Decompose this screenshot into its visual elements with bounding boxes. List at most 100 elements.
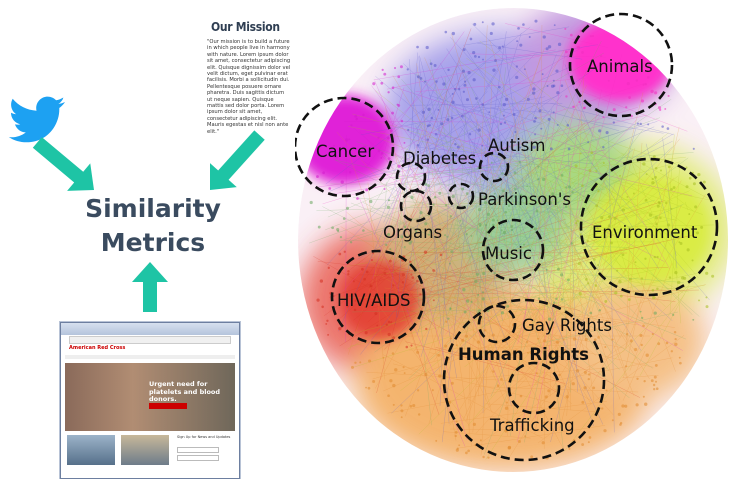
network-edge	[392, 86, 630, 165]
network-edge	[613, 181, 703, 215]
network-node	[711, 274, 715, 278]
network-node	[581, 400, 585, 404]
network-edge	[583, 274, 622, 309]
network-node	[653, 255, 657, 259]
network-edge	[436, 218, 457, 296]
network-edge	[528, 262, 689, 293]
similarity-metrics-title: Similarity Metrics	[85, 194, 221, 257]
network-edge	[409, 247, 440, 278]
network-node	[424, 222, 428, 226]
network-edge	[429, 59, 480, 308]
network-node	[361, 267, 364, 271]
network-node	[329, 150, 334, 154]
network-node	[685, 185, 689, 189]
network-edge	[420, 122, 603, 205]
network-node	[596, 227, 599, 230]
network-node	[387, 91, 390, 94]
network-edge	[398, 290, 640, 326]
network-node	[462, 90, 465, 93]
network-node	[566, 123, 570, 127]
network-node	[565, 395, 569, 399]
network-edge	[416, 52, 604, 161]
network-edge	[478, 199, 655, 254]
network-node	[700, 225, 704, 229]
network-edge	[514, 118, 522, 257]
network-node	[337, 230, 340, 233]
network-node	[589, 311, 593, 315]
input-sources-panel: Our Mission "Our mission is to build a f…	[0, 0, 300, 479]
network-edge	[662, 137, 678, 269]
network-node	[463, 310, 467, 314]
network-node	[516, 250, 519, 252]
mission-arrow	[210, 130, 265, 190]
network-node	[465, 233, 468, 236]
network-edge	[503, 320, 628, 353]
network-node	[567, 147, 571, 151]
network-edge	[391, 146, 673, 414]
network-node	[451, 100, 455, 104]
network-node	[607, 224, 611, 228]
network-node	[639, 310, 642, 313]
network-edge	[384, 256, 437, 330]
network-edge	[477, 102, 594, 426]
network-node	[556, 267, 560, 271]
network-node	[467, 71, 471, 75]
network-edge	[464, 26, 570, 46]
network-edge	[645, 143, 677, 256]
network-edge	[352, 113, 576, 180]
network-node	[576, 219, 580, 223]
network-node	[344, 138, 349, 142]
network-node	[598, 129, 602, 133]
network-edge	[424, 57, 570, 396]
network-edge	[591, 287, 650, 379]
network-edge	[393, 266, 581, 311]
network-node	[410, 344, 413, 347]
network-edge	[326, 91, 488, 266]
network-edge	[462, 244, 639, 289]
network-node	[540, 127, 543, 130]
network-edge	[517, 109, 575, 345]
network-edge	[431, 239, 598, 282]
network-node	[472, 422, 476, 426]
network-edge	[479, 40, 694, 212]
network-edge	[427, 166, 483, 197]
network-node	[602, 146, 605, 149]
network-edge	[392, 73, 462, 271]
network-node	[587, 282, 590, 285]
network-node	[600, 216, 604, 220]
network-edge	[352, 308, 546, 313]
network-node	[549, 147, 553, 151]
network-node	[327, 266, 330, 269]
network-node	[642, 324, 645, 328]
network-node	[477, 128, 481, 132]
network-node	[309, 200, 313, 205]
network-edge	[418, 284, 461, 300]
network-node	[369, 284, 373, 288]
network-edge	[410, 204, 653, 335]
network-edge	[374, 80, 501, 385]
network-edge	[535, 373, 549, 384]
network-node	[560, 84, 564, 88]
network-node	[619, 421, 623, 425]
network-node	[560, 173, 564, 177]
network-node	[585, 278, 588, 281]
network-node	[672, 313, 675, 316]
network-edge	[350, 202, 687, 340]
network-node	[456, 447, 459, 450]
network-node	[362, 229, 365, 232]
network-node	[437, 108, 440, 111]
network-node	[494, 59, 497, 62]
network-node	[513, 171, 517, 175]
network-node	[356, 197, 359, 200]
network-node	[571, 382, 575, 386]
network-edge	[407, 152, 491, 408]
network-edge	[384, 287, 675, 328]
network-edge	[450, 269, 553, 309]
network-node	[462, 288, 466, 292]
network-edge	[586, 182, 668, 235]
network-edge	[428, 169, 510, 174]
network-node	[572, 105, 575, 109]
network-node	[386, 205, 391, 209]
network-node	[636, 122, 640, 125]
network-node	[632, 192, 635, 195]
